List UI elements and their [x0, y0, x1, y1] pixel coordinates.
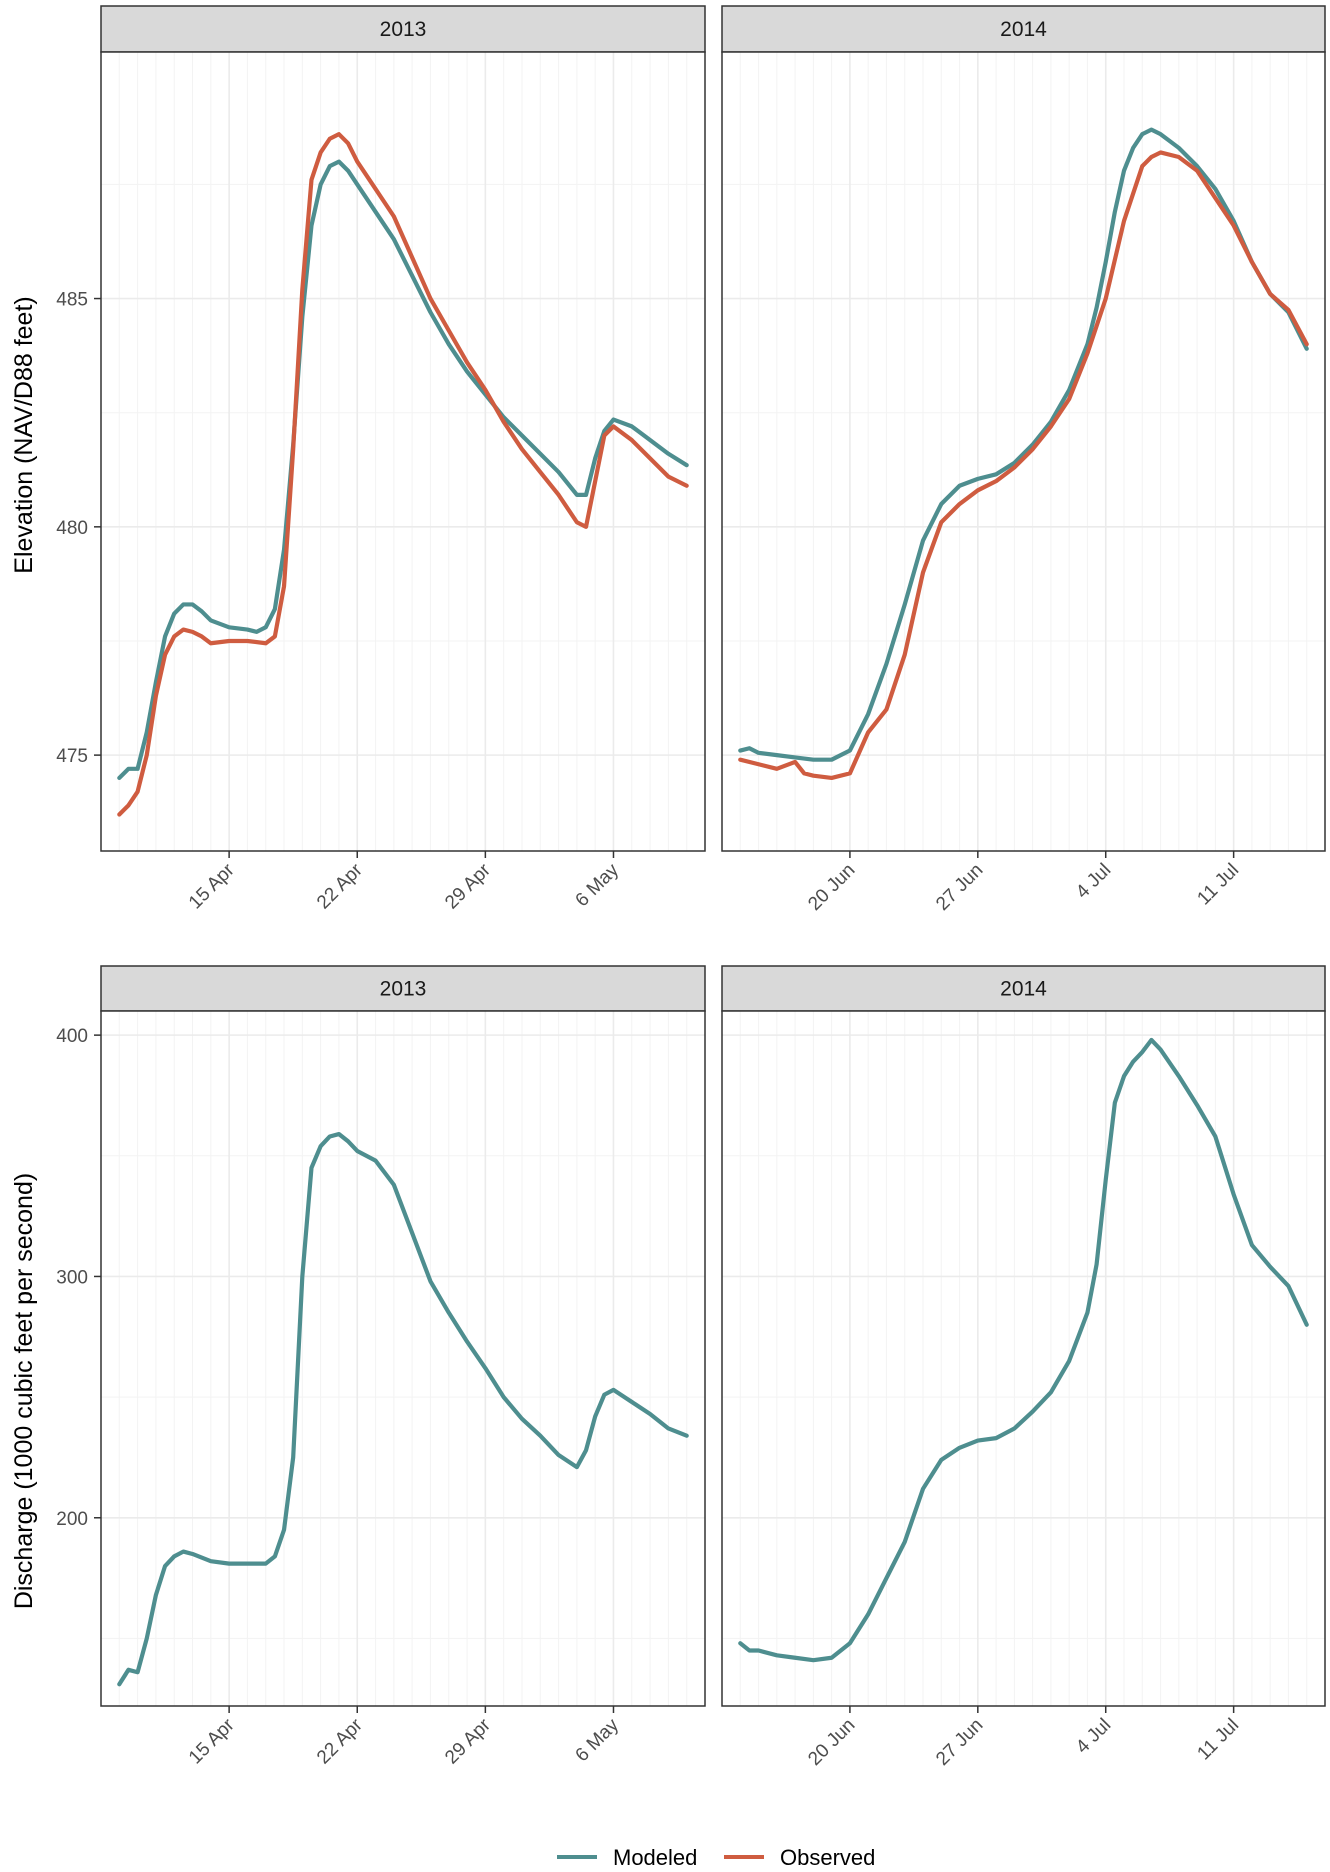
- series-line-observed: [738, 150, 1309, 781]
- panel-border: [100, 1010, 706, 1707]
- y-axis-label-discharge: Discharge (1000 cubic feet per second): [10, 1173, 38, 1609]
- facet-strip-label: 2013: [380, 978, 427, 1001]
- y-tick-label: 300: [56, 1267, 88, 1288]
- legend-label-modeled: Modeled: [613, 1845, 697, 1870]
- panel-background: [722, 1011, 1325, 1706]
- y-axis-label-elevation: Elevation (NAV/D88 feet): [10, 296, 38, 573]
- y-tick-label: 485: [56, 290, 88, 311]
- legend-label-observed: Observed: [780, 1845, 875, 1870]
- facet-strip-label: 2013: [380, 18, 427, 41]
- panel-background: [101, 52, 705, 851]
- panel-border: [721, 1010, 1326, 1707]
- panel-border: [721, 51, 1326, 852]
- facet-strip-label: 2014: [1000, 978, 1047, 1001]
- series-line-modeled: [738, 1037, 1309, 1663]
- series-line-modeled: [117, 159, 689, 781]
- series-line-modeled: [738, 127, 1309, 762]
- y-tick-label: 475: [56, 746, 88, 767]
- y-tick-label: 200: [56, 1509, 88, 1530]
- facet-strip: [100, 5, 706, 53]
- series-line-modeled: [117, 1131, 689, 1687]
- legend: Modeled Observed: [557, 1845, 875, 1870]
- panel-border: [100, 51, 706, 852]
- facet-strip-label: 2014: [1000, 18, 1047, 41]
- series-line-observed: [117, 132, 689, 817]
- facet-strip: [721, 965, 1326, 1012]
- panel-background: [101, 1011, 705, 1706]
- y-tick-label: 400: [56, 1026, 88, 1047]
- y-tick-label: 480: [56, 518, 88, 539]
